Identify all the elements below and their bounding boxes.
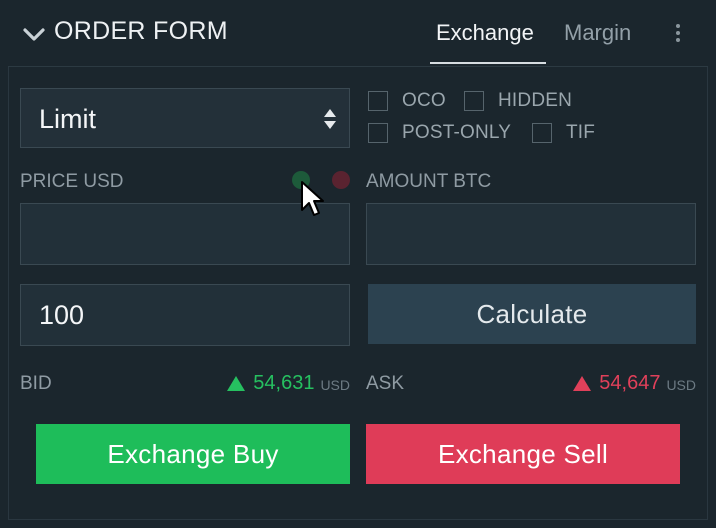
post-only-checkbox[interactable]: POST-ONLY <box>368 122 511 144</box>
active-tab-indicator <box>430 62 546 64</box>
checkbox-box[interactable] <box>532 123 552 143</box>
tab-exchange[interactable]: Exchange <box>436 20 534 45</box>
up-triangle-icon <box>227 376 246 391</box>
header-divider <box>8 66 708 67</box>
checkbox-box[interactable] <box>368 91 388 111</box>
bid-price-value: 54,631 <box>253 372 315 394</box>
amount-label: AMOUNT BTC <box>366 171 492 192</box>
price-label: PRICE USD <box>20 171 124 192</box>
ask-price-indicator[interactable] <box>332 171 350 189</box>
quantity-input[interactable] <box>20 284 350 346</box>
calculate-button[interactable]: Calculate <box>368 284 696 344</box>
exchange-buy-button[interactable]: Exchange Buy <box>36 424 350 484</box>
order-type-value: Limit <box>39 104 97 134</box>
post-only-label: POST-ONLY <box>402 122 512 143</box>
checkbox-box[interactable] <box>368 123 388 143</box>
tif-checkbox[interactable]: TIF <box>532 122 595 144</box>
form-body <box>8 67 708 520</box>
order-form-header: ORDER FORM Exchange Margin <box>0 0 716 66</box>
bid-price[interactable]: 54,631 USD <box>227 372 350 395</box>
panel-title: ORDER FORM <box>54 17 228 45</box>
price-input[interactable] <box>20 203 350 265</box>
chevron-down-icon[interactable] <box>22 22 46 46</box>
ask-price-value: 54,647 <box>599 372 661 394</box>
tif-label: TIF <box>566 122 596 143</box>
checkbox-box[interactable] <box>464 91 484 111</box>
mouse-cursor-icon <box>301 181 324 216</box>
up-triangle-icon <box>573 376 592 391</box>
hidden-label: HIDDEN <box>498 90 573 111</box>
ask-label: ASK <box>366 373 405 394</box>
hidden-checkbox[interactable]: HIDDEN <box>464 90 572 112</box>
ask-unit: USD <box>666 377 696 393</box>
ask-price[interactable]: 54,647 USD <box>573 372 696 395</box>
bid-label: BID <box>20 373 52 394</box>
oco-checkbox[interactable]: OCO <box>368 90 446 112</box>
tab-margin[interactable]: Margin <box>564 20 632 45</box>
bid-unit: USD <box>320 377 350 393</box>
select-arrows-icon <box>324 109 336 129</box>
oco-label: OCO <box>402 90 446 111</box>
amount-input[interactable] <box>366 203 696 265</box>
kebab-menu-icon[interactable] <box>672 24 684 44</box>
order-type-select[interactable]: Limit <box>20 88 350 148</box>
exchange-sell-button[interactable]: Exchange Sell <box>366 424 680 484</box>
